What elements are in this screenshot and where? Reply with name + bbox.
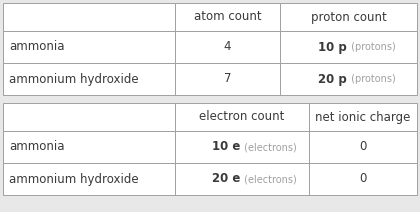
Bar [175, 163, 310, 195]
Bar [3, 63, 175, 95]
Text: proton count: proton count [311, 11, 386, 24]
Bar [281, 3, 417, 31]
Bar [175, 31, 281, 63]
Text: (protons): (protons) [348, 74, 396, 84]
Bar [175, 131, 310, 163]
Text: ammonium hydroxide: ammonium hydroxide [9, 73, 139, 85]
Text: 0: 0 [360, 173, 367, 186]
Bar [3, 103, 175, 131]
Text: 10 e: 10 e [212, 141, 240, 153]
Text: atom count: atom count [194, 11, 261, 24]
Text: net ionic charge: net ionic charge [315, 110, 411, 124]
Text: 20 e: 20 e [212, 173, 240, 186]
Bar [175, 3, 281, 31]
Bar [310, 163, 417, 195]
Text: (electrons): (electrons) [241, 174, 297, 184]
Text: ammonia: ammonia [9, 141, 65, 153]
Bar [310, 103, 417, 131]
Bar [3, 31, 175, 63]
Text: (protons): (protons) [348, 42, 396, 52]
Bar [281, 31, 417, 63]
Bar [175, 63, 281, 95]
Text: electron count: electron count [200, 110, 285, 124]
Bar [175, 103, 310, 131]
Text: ammonia: ammonia [9, 40, 65, 53]
Text: 10 p: 10 p [318, 40, 346, 53]
Text: 20 p: 20 p [318, 73, 346, 85]
Text: (electrons): (electrons) [241, 142, 297, 152]
Text: 7: 7 [224, 73, 231, 85]
Text: 4: 4 [224, 40, 231, 53]
Bar [3, 131, 175, 163]
Bar [310, 131, 417, 163]
Text: 0: 0 [360, 141, 367, 153]
Bar [281, 63, 417, 95]
Bar [3, 163, 175, 195]
Bar [3, 3, 175, 31]
Text: ammonium hydroxide: ammonium hydroxide [9, 173, 139, 186]
